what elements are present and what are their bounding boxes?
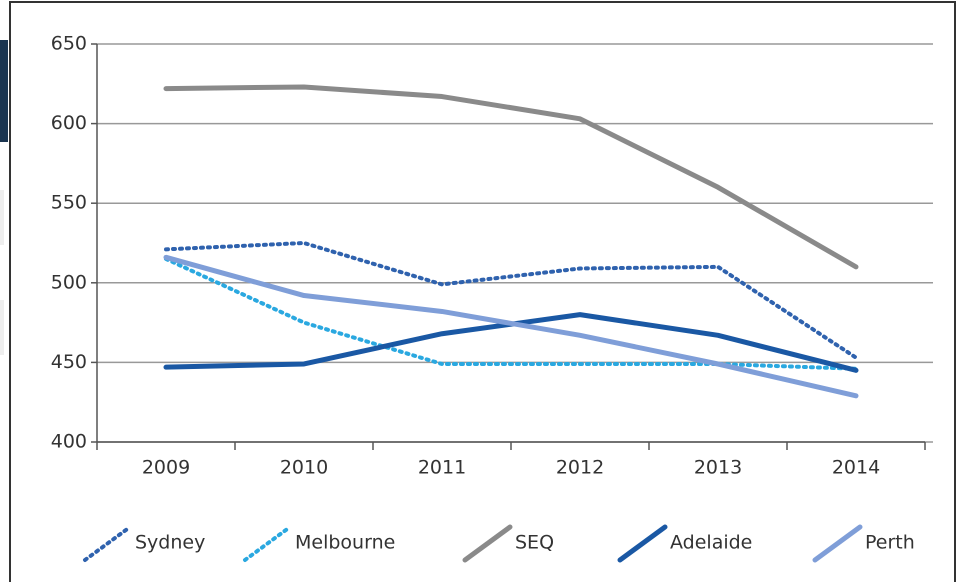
y-tick-label: 450 <box>51 351 87 373</box>
y-tick-label: 600 <box>51 112 87 134</box>
side-panel <box>0 190 4 245</box>
legend-symbol <box>617 524 668 563</box>
x-tick-label: 2014 <box>832 457 880 479</box>
series-line <box>164 256 858 371</box>
series-line <box>164 241 858 360</box>
legend-label: Sydney <box>135 532 205 554</box>
legend-label: Adelaide <box>670 532 752 554</box>
frame <box>9 1 956 582</box>
series-line <box>163 254 859 399</box>
legend-label: SEQ <box>515 532 554 554</box>
side-panel <box>0 300 4 355</box>
y-tick-label: 550 <box>51 192 87 214</box>
side-panel <box>0 40 8 142</box>
series-line <box>163 84 859 270</box>
y-tick-label: 650 <box>51 33 87 55</box>
legend-symbol <box>462 524 513 563</box>
x-tick-label: 2012 <box>556 457 604 479</box>
x-tick-label: 2009 <box>142 457 190 479</box>
x-tick-label: 2010 <box>280 457 328 479</box>
legend-label: Melbourne <box>295 532 395 554</box>
legend-symbol <box>243 525 292 562</box>
x-tick-label: 2013 <box>694 457 742 479</box>
y-tick-label: 500 <box>51 271 87 293</box>
x-tick-label: 2011 <box>418 457 466 479</box>
legend-symbol <box>812 524 863 563</box>
y-tick-label: 400 <box>51 431 87 453</box>
legend-symbol <box>83 525 132 562</box>
legend-label: Perth <box>865 532 915 554</box>
